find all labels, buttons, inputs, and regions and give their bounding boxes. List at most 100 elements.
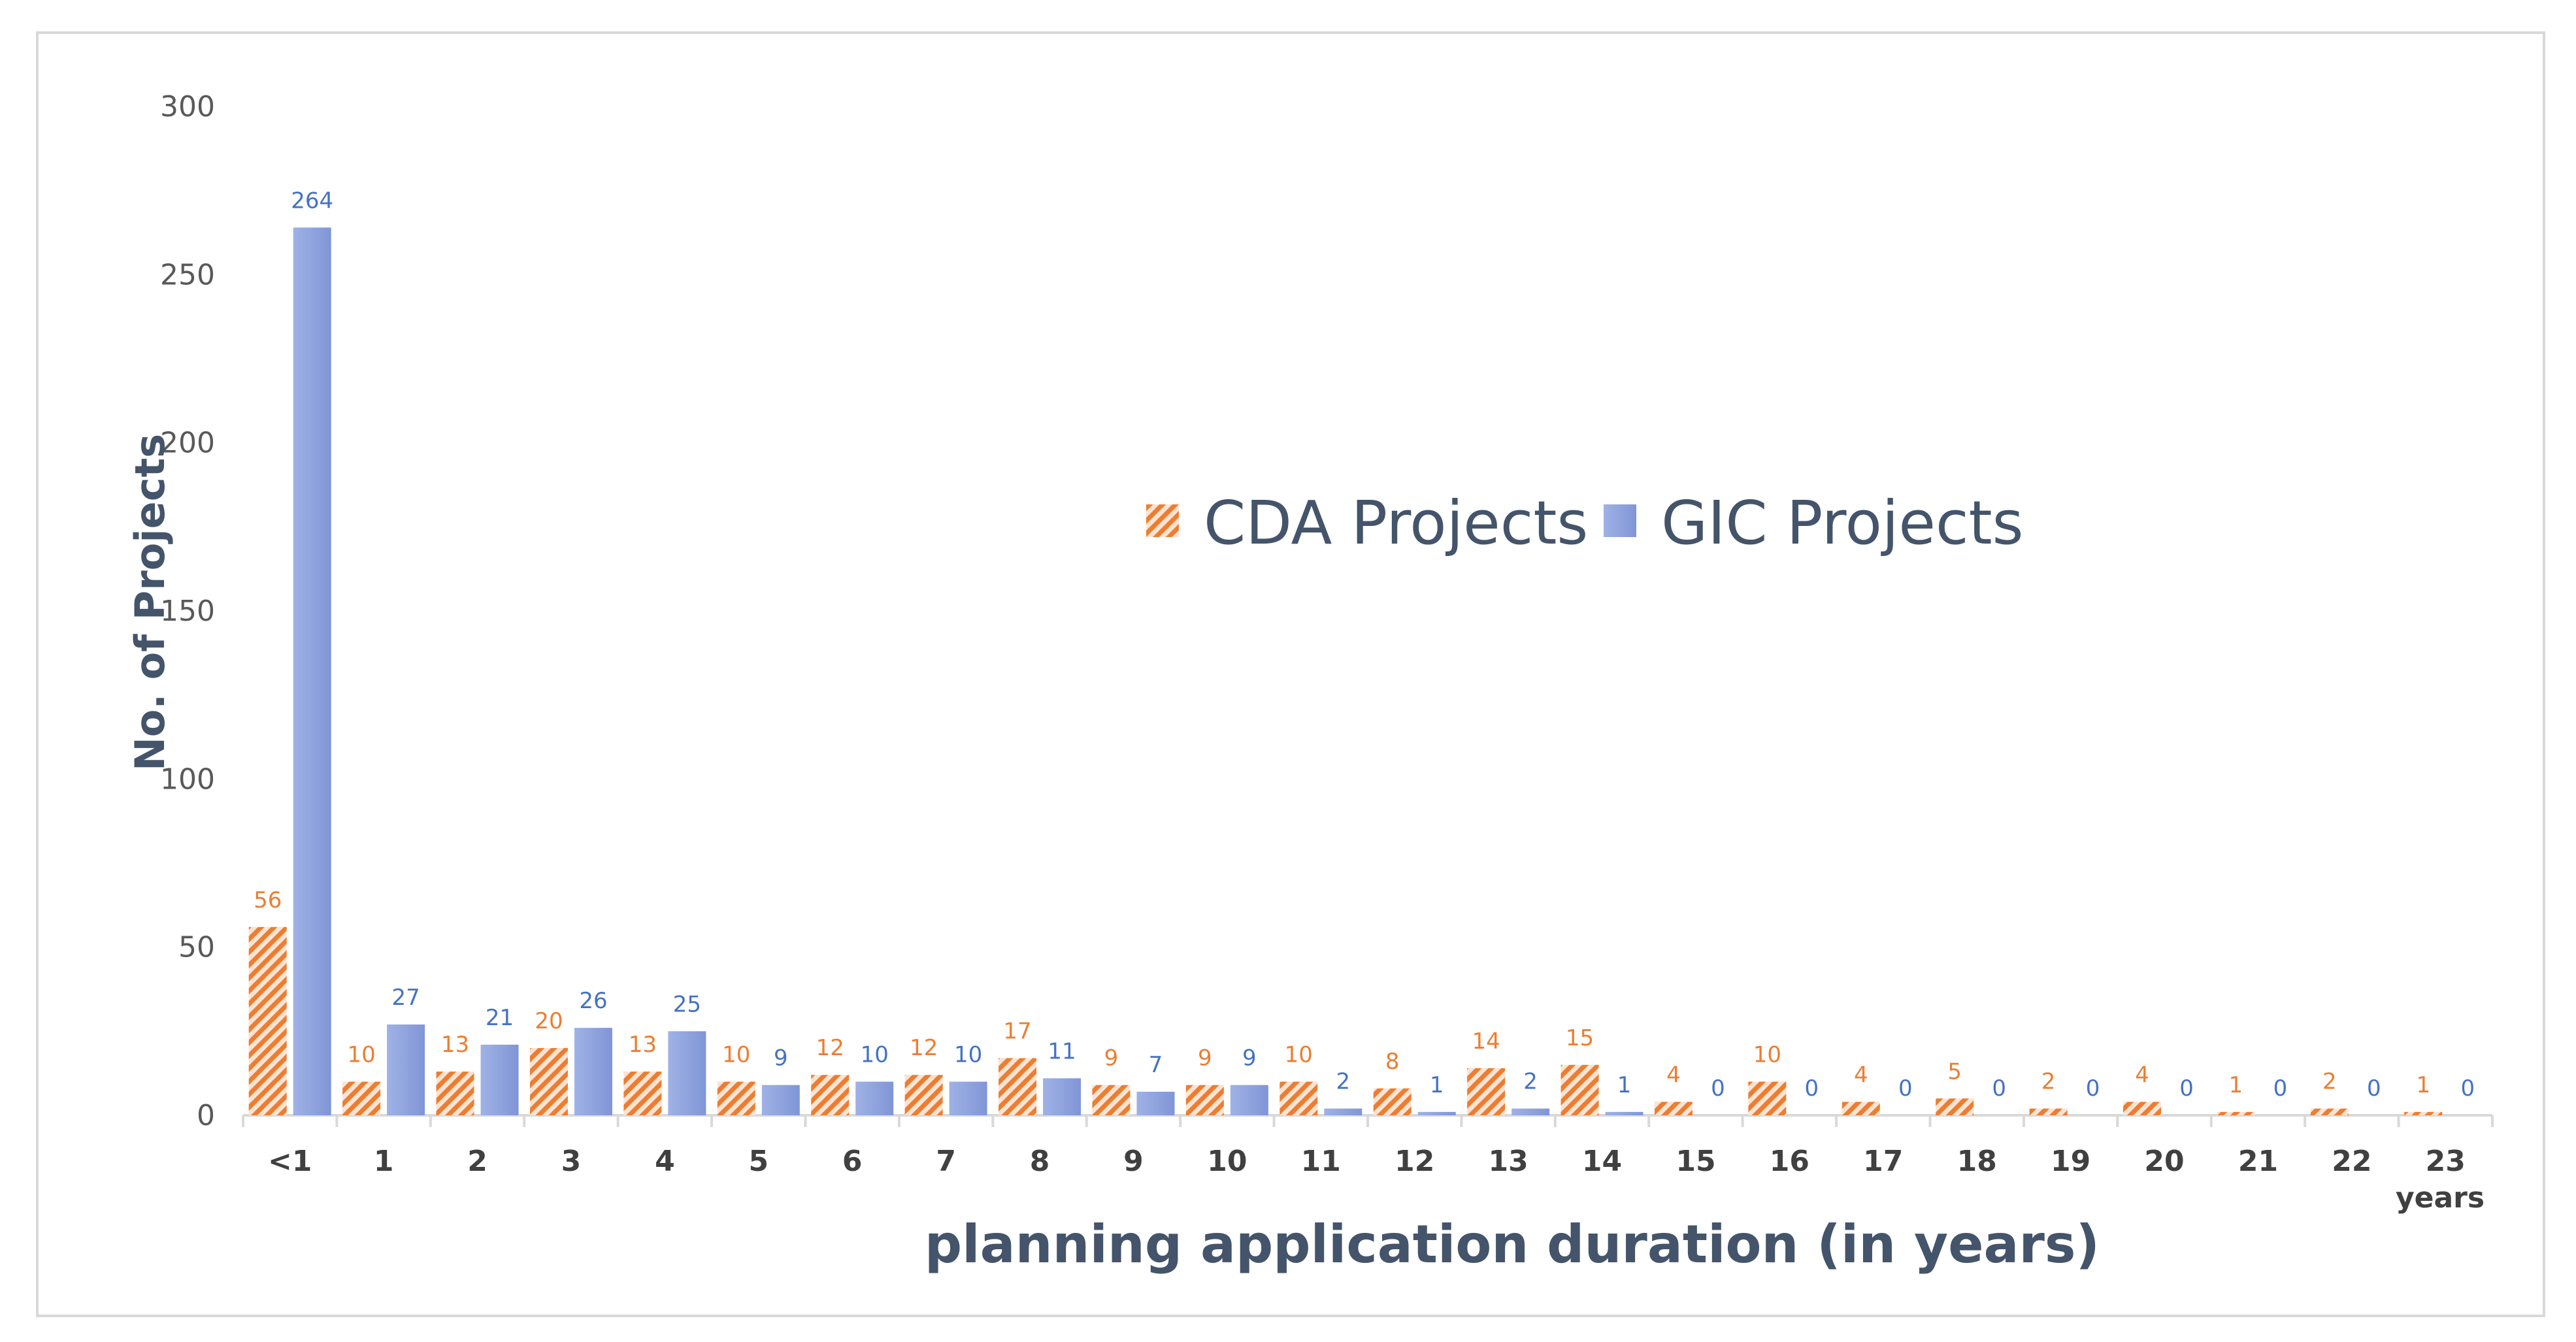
bar-cda xyxy=(999,1058,1037,1115)
data-label-gic: 0 xyxy=(1898,1075,1913,1102)
data-label-gic: 27 xyxy=(391,985,420,1011)
y-tick-label: 250 xyxy=(160,258,215,291)
bar-gic xyxy=(1230,1085,1268,1115)
data-label-cda: 9 xyxy=(1104,1045,1119,1072)
x-tick-label: 2 xyxy=(467,1145,487,1178)
bar-cda xyxy=(1280,1081,1318,1115)
x-tick-label: 10 xyxy=(1207,1145,1247,1178)
data-label-gic: 11 xyxy=(1048,1038,1076,1064)
data-label-gic: 26 xyxy=(579,988,607,1014)
data-label-cda: 12 xyxy=(910,1035,938,1061)
data-label-gic: 10 xyxy=(954,1042,982,1068)
data-label-gic: 0 xyxy=(2273,1075,2288,1102)
bar-gic xyxy=(293,227,331,1115)
data-label-gic: 0 xyxy=(1992,1075,2006,1102)
bar-cda xyxy=(2310,1108,2349,1115)
bar-gic xyxy=(668,1031,706,1115)
bar-cda xyxy=(2404,1111,2443,1115)
data-label-cda: 4 xyxy=(2135,1062,2149,1088)
bar-cda xyxy=(1373,1088,1412,1115)
bar-gic xyxy=(1043,1078,1082,1115)
bar-gic xyxy=(949,1081,987,1115)
y-tick-label: 150 xyxy=(160,595,215,628)
data-label-gic: 10 xyxy=(861,1042,889,1068)
bar-gic xyxy=(387,1024,425,1115)
legend-swatch-gic xyxy=(1604,504,1636,537)
x-tick-label: 7 xyxy=(936,1145,956,1178)
x-tick-label: 20 xyxy=(2144,1145,2184,1178)
bar-gic xyxy=(1605,1111,1643,1115)
x-tick-label: 4 xyxy=(655,1145,675,1178)
data-label-cda: 2 xyxy=(2041,1069,2056,1095)
data-label-cda: 9 xyxy=(1198,1045,1212,1072)
bar-cda xyxy=(2029,1108,2068,1115)
bar-cda xyxy=(436,1072,474,1115)
bar-gic xyxy=(480,1044,519,1115)
legend-item-gic: GIC Projects xyxy=(1604,488,2024,558)
data-label-gic: 0 xyxy=(2460,1075,2475,1102)
bar-cda xyxy=(1467,1068,1506,1115)
bar-cda xyxy=(1841,1102,1880,1115)
bar-gic xyxy=(855,1081,894,1115)
data-label-cda: 10 xyxy=(1753,1042,1781,1068)
data-label-cda: 14 xyxy=(1472,1028,1500,1055)
data-label-gic: 9 xyxy=(1242,1045,1257,1072)
x-tick-label: 19 xyxy=(2051,1145,2090,1178)
x-tick-label: 13 xyxy=(1489,1145,1528,1178)
bar-gic xyxy=(1511,1108,1550,1115)
bar-cda xyxy=(1560,1064,1599,1115)
x-axis-title: planning application duration (in years) xyxy=(925,1214,2100,1275)
x-unit-label: years xyxy=(2396,1181,2485,1215)
data-label-gic: 0 xyxy=(2086,1075,2100,1102)
data-label-cda: 8 xyxy=(1385,1049,1400,1075)
data-label-cda: 5 xyxy=(1947,1058,1962,1085)
data-label-gic: 1 xyxy=(1617,1072,1632,1098)
x-tick-label: 15 xyxy=(1676,1145,1715,1178)
bar-cda xyxy=(1654,1102,1693,1115)
bar-cda xyxy=(2123,1102,2162,1115)
bar-cda xyxy=(2217,1111,2255,1115)
bar-gic xyxy=(1136,1091,1175,1115)
y-tick-label: 0 xyxy=(197,1099,215,1132)
data-label-cda: 1 xyxy=(2229,1072,2243,1098)
legend-swatch-cda xyxy=(1146,504,1179,537)
data-label-cda: 4 xyxy=(1854,1062,1868,1088)
data-label-gic: 1 xyxy=(1430,1072,1444,1098)
data-label-gic: 9 xyxy=(774,1045,788,1072)
y-tick-label: 50 xyxy=(178,931,215,964)
data-label-cda: 10 xyxy=(347,1042,375,1068)
bar-cda xyxy=(1092,1085,1131,1115)
data-label-cda: 4 xyxy=(1666,1062,1681,1088)
y-axis-title: No. of Projects xyxy=(126,434,174,771)
x-tick-label: 23 xyxy=(2426,1145,2466,1178)
data-label-cda: 56 xyxy=(254,887,282,913)
data-label-gic: 2 xyxy=(1523,1069,1538,1095)
x-tick-label: 21 xyxy=(2238,1145,2278,1178)
x-tick-label: 22 xyxy=(2332,1145,2371,1178)
data-label-cda: 20 xyxy=(535,1008,563,1034)
bar-gic xyxy=(761,1085,800,1115)
x-tick-label: 11 xyxy=(1301,1145,1341,1178)
data-label-cda: 10 xyxy=(1285,1042,1313,1068)
x-tick-label: 5 xyxy=(748,1145,768,1178)
x-tick-label: 9 xyxy=(1123,1145,1144,1178)
data-label-cda: 15 xyxy=(1566,1025,1594,1051)
bar-cda xyxy=(904,1075,943,1115)
x-tick-label: 14 xyxy=(1582,1145,1622,1178)
data-label-gic: 21 xyxy=(486,1005,514,1031)
bar-cda xyxy=(623,1072,662,1115)
bar-cda xyxy=(1185,1085,1224,1115)
x-tick-label: 17 xyxy=(1863,1145,1903,1178)
bar-cda xyxy=(1748,1081,1787,1115)
x-tick-label: <1 xyxy=(268,1145,312,1178)
data-label-gic: 264 xyxy=(291,188,333,214)
bar-cda xyxy=(811,1075,850,1115)
bar-cda xyxy=(248,926,287,1115)
data-label-cda: 1 xyxy=(2416,1072,2430,1098)
data-label-gic: 0 xyxy=(1805,1075,1819,1102)
x-tick-label: 8 xyxy=(1030,1145,1050,1178)
x-tick-label: 1 xyxy=(374,1145,394,1178)
x-tick-label: 18 xyxy=(1957,1145,1997,1178)
y-tick-label: 100 xyxy=(160,762,215,796)
